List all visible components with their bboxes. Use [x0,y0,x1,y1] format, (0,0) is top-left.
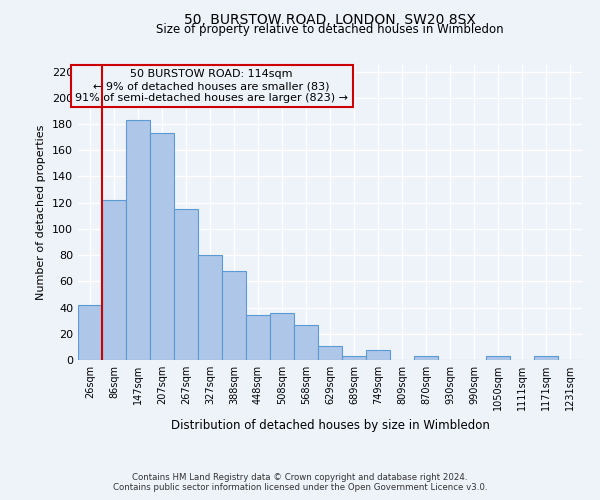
Bar [174,209,198,360]
Text: Size of property relative to detached houses in Wimbledon: Size of property relative to detached ho… [156,22,504,36]
Bar [246,316,270,360]
Bar [486,356,510,360]
Bar [78,305,102,360]
Y-axis label: Number of detached properties: Number of detached properties [37,125,46,300]
Bar [366,350,390,360]
Bar [222,271,246,360]
Bar [150,133,174,360]
Bar [294,324,318,360]
Bar [318,346,342,360]
Bar [198,255,222,360]
Text: 50, BURSTOW ROAD, LONDON, SW20 8SX: 50, BURSTOW ROAD, LONDON, SW20 8SX [184,12,476,26]
Text: Contains public sector information licensed under the Open Government Licence v3: Contains public sector information licen… [113,484,487,492]
Bar [102,200,126,360]
Bar [534,356,558,360]
Bar [270,313,294,360]
Bar [342,356,366,360]
Bar [414,356,438,360]
Text: Contains HM Land Registry data © Crown copyright and database right 2024.: Contains HM Land Registry data © Crown c… [132,472,468,482]
Text: 50 BURSTOW ROAD: 114sqm
← 9% of detached houses are smaller (83)
91% of semi-det: 50 BURSTOW ROAD: 114sqm ← 9% of detached… [75,70,348,102]
X-axis label: Distribution of detached houses by size in Wimbledon: Distribution of detached houses by size … [170,418,490,432]
Bar [126,120,150,360]
